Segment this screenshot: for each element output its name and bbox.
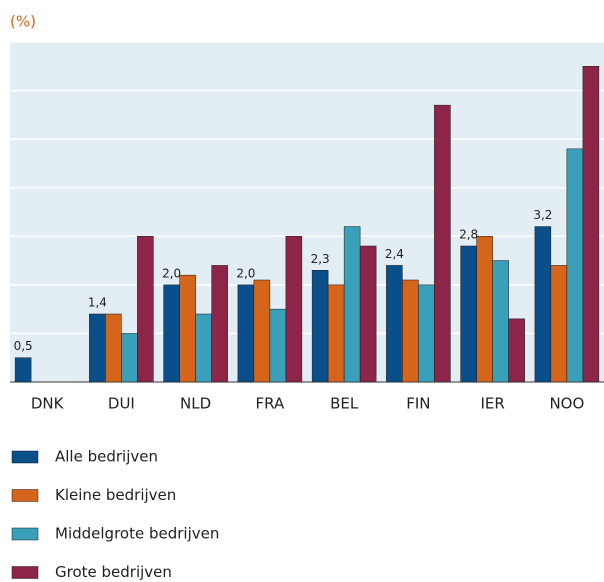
bar (386, 265, 403, 383)
bar (237, 284, 255, 383)
bar (89, 313, 106, 383)
legend-label: Grote bedrijven (55, 563, 172, 581)
bar (121, 333, 138, 383)
legend-swatch (11, 566, 39, 579)
x-tick-label: DNK (31, 395, 65, 413)
legend-swatch (11, 450, 39, 464)
bar (137, 236, 154, 383)
bar (359, 245, 377, 383)
legend-swatch (11, 489, 39, 502)
x-tick-label: FRA (256, 395, 285, 413)
legend-label: Alle bedrijven (55, 448, 158, 466)
x-tick-label: BEL (330, 395, 359, 413)
bar (14, 357, 32, 383)
bar (492, 260, 509, 383)
bar (327, 284, 345, 383)
bar (550, 265, 568, 383)
bar (534, 226, 552, 383)
bar (163, 284, 180, 383)
bar (434, 104, 451, 383)
bar (508, 318, 525, 383)
bar (582, 66, 600, 383)
data-label: 2,0 (236, 266, 255, 280)
bar (105, 313, 122, 383)
bar (402, 279, 419, 383)
bar (418, 284, 435, 383)
x-tick-label: NLD (180, 395, 211, 413)
x-tick-label: NOO (549, 395, 584, 413)
data-label: 2,4 (385, 247, 404, 261)
x-tick-label: FIN (406, 395, 430, 413)
x-tick-label: DUI (108, 395, 135, 413)
data-label: 2,8 (459, 228, 478, 242)
bar (566, 148, 584, 383)
bar (195, 313, 212, 383)
legend-label: Kleine bedrijven (55, 486, 176, 504)
data-label: 0,5 (14, 339, 33, 353)
bar (269, 308, 287, 383)
legend-label: Middelgrote bedrijven (55, 525, 219, 543)
x-tick-label: IER (480, 395, 504, 413)
data-label: 2,0 (162, 266, 181, 280)
bar (311, 270, 329, 383)
bar (343, 226, 361, 383)
data-label: 2,3 (311, 252, 330, 266)
y-axis-label: (%) (10, 13, 36, 31)
bar (285, 236, 303, 383)
bar (179, 274, 196, 383)
bar (476, 236, 493, 383)
legend-swatch (11, 527, 39, 541)
bar (253, 279, 271, 383)
bar (460, 245, 477, 383)
bar (211, 265, 228, 383)
data-label: 1,4 (88, 296, 107, 310)
data-label: 3,2 (533, 208, 552, 222)
